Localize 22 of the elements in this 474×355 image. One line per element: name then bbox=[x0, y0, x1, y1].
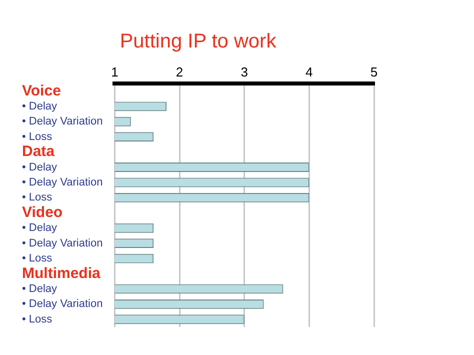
x-tick-label: 2 bbox=[176, 64, 184, 80]
y-tick-label: • Delay Variation bbox=[22, 116, 103, 128]
y-tick-label: • Loss bbox=[22, 252, 53, 265]
y-tick-label: • Delay Variation bbox=[22, 298, 103, 310]
y-tick-label: • Loss bbox=[22, 192, 53, 204]
y-tick-label: • Delay Variation bbox=[22, 237, 103, 250]
y-tick-label: Video bbox=[22, 204, 63, 222]
x-tick-label: 5 bbox=[370, 64, 378, 80]
y-tick-label: Data bbox=[22, 143, 56, 160]
chart-title: Putting IP to work bbox=[120, 30, 278, 53]
y-tick-label: Multimedia bbox=[22, 264, 101, 282]
x-tick-label: 1 bbox=[111, 64, 118, 80]
y-tick-label: • Delay bbox=[22, 161, 58, 174]
y-tick-label: Voice bbox=[22, 82, 61, 100]
y-tick-label: • Delay bbox=[22, 100, 58, 112]
x-tick-label: 3 bbox=[240, 64, 248, 80]
y-tick-label: • Delay Variation bbox=[22, 176, 103, 189]
x-tick-label: 4 bbox=[306, 64, 313, 80]
y-tick-label: • Loss bbox=[22, 130, 53, 143]
y-tick-label: • Delay bbox=[22, 222, 58, 234]
y-tick-label: • Delay bbox=[22, 283, 58, 295]
y-tick-label: • Loss bbox=[22, 313, 53, 326]
